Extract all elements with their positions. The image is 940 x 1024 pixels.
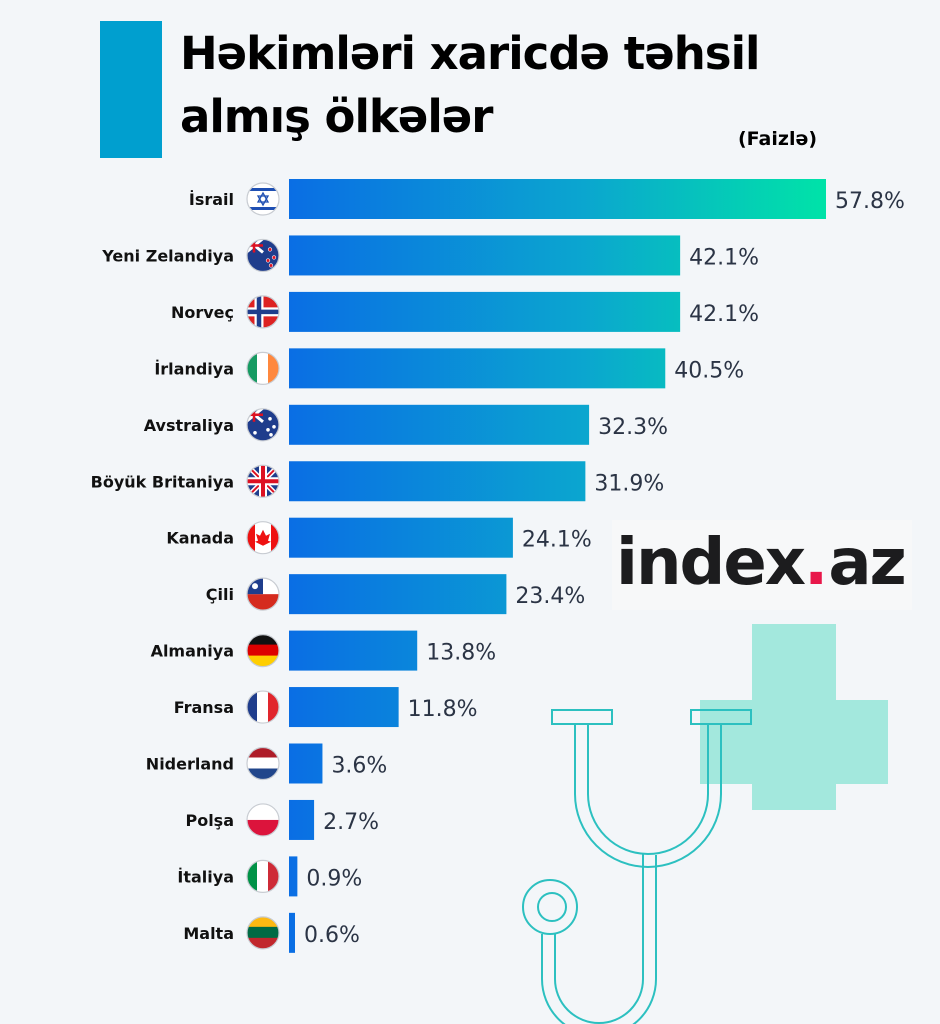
category-label: Böyük Britaniya (91, 472, 234, 491)
value-label: 13.8% (426, 641, 496, 666)
poland-flag-icon (247, 803, 279, 836)
category-label: Kanada (166, 529, 234, 548)
category-label: Norveç (171, 303, 234, 322)
germany-flag-icon (247, 634, 279, 667)
category-label: İrlandiya (154, 359, 234, 378)
chart-title: Həkimləri xaricdə təhsil almış ölkələr (180, 27, 760, 143)
flag-border (246, 238, 280, 273)
category-label: Almaniya (151, 642, 234, 661)
category-label: Niderland (146, 755, 234, 774)
lithuania-flag-icon (247, 916, 279, 949)
category-label: Çili (206, 585, 234, 604)
index-az-logo: index.az (612, 520, 912, 610)
bar (289, 687, 399, 728)
flag-border (246, 408, 280, 442)
bar (289, 743, 323, 784)
italy-flag-icon (247, 860, 279, 893)
value-label: 3.6% (331, 754, 387, 779)
norway-flag-icon (247, 295, 279, 328)
category-label: Avstraliya (144, 416, 234, 435)
bar (289, 461, 586, 502)
france-flag-icon (247, 691, 279, 724)
value-label: 0.9% (306, 866, 362, 891)
value-label: 57.8% (835, 189, 905, 214)
israel-flag-icon (247, 183, 279, 215)
category-label: Fransa (174, 698, 234, 717)
bar (289, 235, 681, 276)
flag-border (246, 295, 280, 329)
flag-border (246, 351, 280, 385)
flag-border (246, 464, 280, 498)
medical-cross-icon (700, 624, 888, 810)
bar (289, 179, 826, 219)
flag-border (246, 521, 280, 555)
category-label: Malta (183, 924, 234, 943)
bar (289, 630, 418, 671)
canada-flag-icon (247, 521, 279, 554)
value-label: 0.6% (304, 923, 360, 948)
flag-border (246, 746, 280, 781)
united-kingdom-flag-icon (247, 465, 279, 498)
bar (289, 574, 507, 615)
bar (289, 799, 315, 840)
value-label: 40.5% (674, 358, 744, 383)
category-label: İsrail (189, 190, 234, 209)
category-label: Polşa (185, 811, 234, 830)
flag-border (246, 916, 280, 950)
value-label: 42.1% (689, 245, 759, 270)
bar (289, 856, 298, 897)
value-label: 24.1% (522, 528, 592, 553)
netherlands-flag-icon (247, 747, 279, 780)
flag-border (246, 690, 280, 724)
new-zealand-flag-icon (247, 239, 279, 272)
category-label: Yeni Zelandiya (101, 246, 234, 265)
unit-note: (Faizlə) (738, 128, 818, 150)
flag-border (246, 859, 280, 894)
bar (289, 404, 590, 445)
flag-border (246, 182, 280, 216)
flag-border (246, 803, 280, 837)
value-label: 11.8% (408, 697, 478, 722)
chile-flag-icon (247, 578, 279, 611)
australia-flag-icon (247, 408, 279, 441)
ireland-flag-icon (247, 352, 279, 385)
category-label: İtaliya (177, 867, 234, 886)
value-label: 42.1% (689, 302, 759, 327)
decoration (522, 624, 888, 1024)
value-label: 23.4% (515, 584, 585, 609)
bar (289, 291, 681, 332)
flag-border (246, 577, 280, 611)
bar (289, 517, 513, 558)
title-accent-bar (100, 21, 162, 158)
stethoscope-icon (522, 709, 752, 1024)
flag-border (246, 633, 280, 668)
bar (289, 348, 666, 389)
value-label: 2.7% (323, 810, 379, 835)
bar (289, 912, 295, 953)
value-label: 31.9% (594, 471, 664, 496)
value-label: 32.3% (598, 415, 668, 440)
